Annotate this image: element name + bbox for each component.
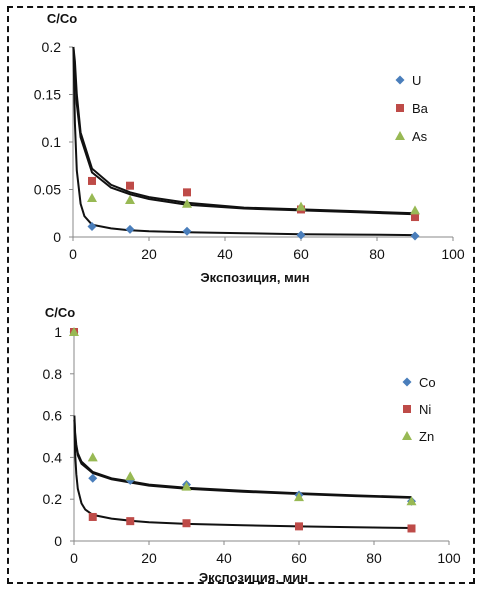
chart-2: 0 0.2 0.4 0.6 0.8 1 0 20 40 60 80 100 C/Co Экспозиция… (43, 305, 461, 585)
y-axis-title: C/Co (45, 305, 75, 320)
data-point-ba (88, 176, 96, 185)
data-point-zn (181, 481, 192, 491)
data-point-as (182, 198, 192, 208)
trend-line-1 (73, 415, 412, 499)
trend-line-3 (73, 419, 412, 529)
legend-marker-zn (402, 431, 412, 440)
y-tick-label: 0.6 (43, 408, 63, 424)
x-tick-label: 100 (441, 246, 465, 262)
legend-marker-ba (396, 104, 404, 112)
data-point-ni (182, 519, 191, 528)
trend-line-1 (72, 46, 416, 215)
x-tick-label: 0 (69, 246, 77, 262)
legend-label-zn: Zn (419, 429, 434, 444)
legend-label-co: Co (419, 375, 436, 390)
x-tick-label: 60 (291, 550, 307, 566)
legend-label-ni: Ni (419, 402, 431, 417)
data-point-as (87, 193, 97, 203)
legend-marker-u (395, 75, 405, 85)
data-point-ni (88, 512, 97, 521)
data-point-u (296, 230, 306, 240)
x-tick-label: 40 (217, 246, 233, 262)
data-point-zn (406, 496, 417, 506)
y-tick-label: 0.2 (42, 39, 62, 55)
y-tick-label: 0.2 (43, 491, 63, 507)
data-point-zn (69, 327, 79, 336)
x-tick-label: 80 (366, 550, 382, 566)
x-axis-title: Экспозиция, мин (199, 570, 308, 585)
data-point-u (182, 226, 192, 236)
y-tick-label: 0.15 (34, 87, 61, 103)
data-point-ni (295, 522, 303, 531)
y-tick-label: 1 (54, 324, 62, 340)
trend-line-3 (72, 46, 416, 237)
data-point-ba (126, 181, 134, 190)
trend-line-2 (73, 419, 412, 499)
data-point-ba (183, 188, 191, 197)
x-tick-label: 20 (141, 550, 157, 566)
chart-1: 0 0.05 0.1 0.15 0.2 0 20 40 60 80 100 C/Co Экспозици… (34, 11, 465, 285)
data-point-ni (407, 524, 416, 533)
x-tick-label: 80 (369, 246, 385, 262)
data-point-zn (87, 452, 98, 462)
data-point-as (410, 205, 420, 215)
data-point-u (410, 231, 420, 241)
data-point-as (296, 201, 306, 211)
data-point-u (125, 224, 135, 234)
y-axis-title: C/Co (47, 11, 77, 26)
x-tick-label: 20 (141, 246, 157, 262)
legend-label-u: U (412, 73, 421, 88)
x-tick-label: 40 (216, 550, 232, 566)
data-point-ni (126, 517, 135, 526)
y-tick-label: 0 (53, 229, 61, 245)
legend-label-ba: Ba (412, 101, 429, 116)
data-point-as (125, 194, 135, 204)
x-tick-label: 0 (70, 550, 78, 566)
legend-label-as: As (412, 129, 428, 144)
y-tick-label: 0 (54, 533, 62, 549)
y-tick-label: 0.1 (42, 134, 62, 150)
data-point-zn (125, 471, 136, 481)
dashed-frame (7, 6, 475, 584)
data-point-zn (294, 492, 304, 502)
data-point-ba (411, 213, 419, 222)
x-axis-title: Экспозиция, мин (200, 270, 309, 285)
legend-marker-co (402, 377, 412, 387)
x-tick-label: 60 (293, 246, 309, 262)
y-tick-label: 0.05 (34, 182, 61, 198)
x-tick-label: 100 (437, 550, 461, 566)
data-point-u (87, 222, 97, 232)
legend-marker-ni (403, 405, 411, 413)
legend-marker-as (395, 131, 405, 140)
data-point-co (88, 473, 98, 483)
y-tick-label: 0.4 (43, 449, 63, 465)
y-tick-label: 0.8 (43, 366, 63, 382)
